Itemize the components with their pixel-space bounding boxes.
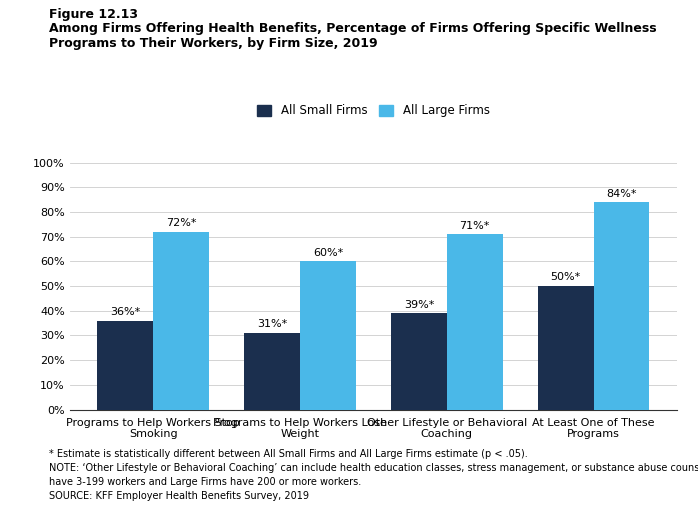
Legend: All Small Firms, All Large Firms: All Small Firms, All Large Firms — [253, 100, 494, 122]
Bar — [98, 321, 153, 410]
Text: 71%*: 71%* — [459, 220, 490, 230]
Bar — [300, 261, 356, 410]
Bar — [538, 286, 594, 410]
Bar — [594, 202, 649, 410]
Text: Among Firms Offering Health Benefits, Percentage of Firms Offering Specific Well: Among Firms Offering Health Benefits, Pe… — [49, 22, 657, 35]
Text: Figure 12.13: Figure 12.13 — [49, 8, 138, 21]
Bar — [447, 234, 503, 410]
Text: * Estimate is statistically different between All Small Firms and All Large Firm: * Estimate is statistically different be… — [49, 449, 528, 459]
Text: have 3-199 workers and Large Firms have 200 or more workers.: have 3-199 workers and Large Firms have … — [49, 477, 361, 487]
Bar — [244, 333, 300, 410]
Text: 50%*: 50%* — [551, 272, 581, 282]
Text: SOURCE: KFF Employer Health Benefits Survey, 2019: SOURCE: KFF Employer Health Benefits Sur… — [49, 491, 309, 501]
Text: 39%*: 39%* — [403, 300, 434, 310]
Bar — [391, 313, 447, 410]
Text: 60%*: 60%* — [313, 248, 343, 258]
Text: NOTE: ‘Other Lifestyle or Behavioral Coaching’ can include health education clas: NOTE: ‘Other Lifestyle or Behavioral Coa… — [49, 463, 698, 473]
Text: 31%*: 31%* — [257, 319, 288, 329]
Text: 72%*: 72%* — [166, 218, 196, 228]
Text: 84%*: 84%* — [607, 188, 637, 198]
Bar — [153, 232, 209, 410]
Text: 36%*: 36%* — [110, 307, 140, 317]
Text: Programs to Their Workers, by Firm Size, 2019: Programs to Their Workers, by Firm Size,… — [49, 37, 378, 50]
